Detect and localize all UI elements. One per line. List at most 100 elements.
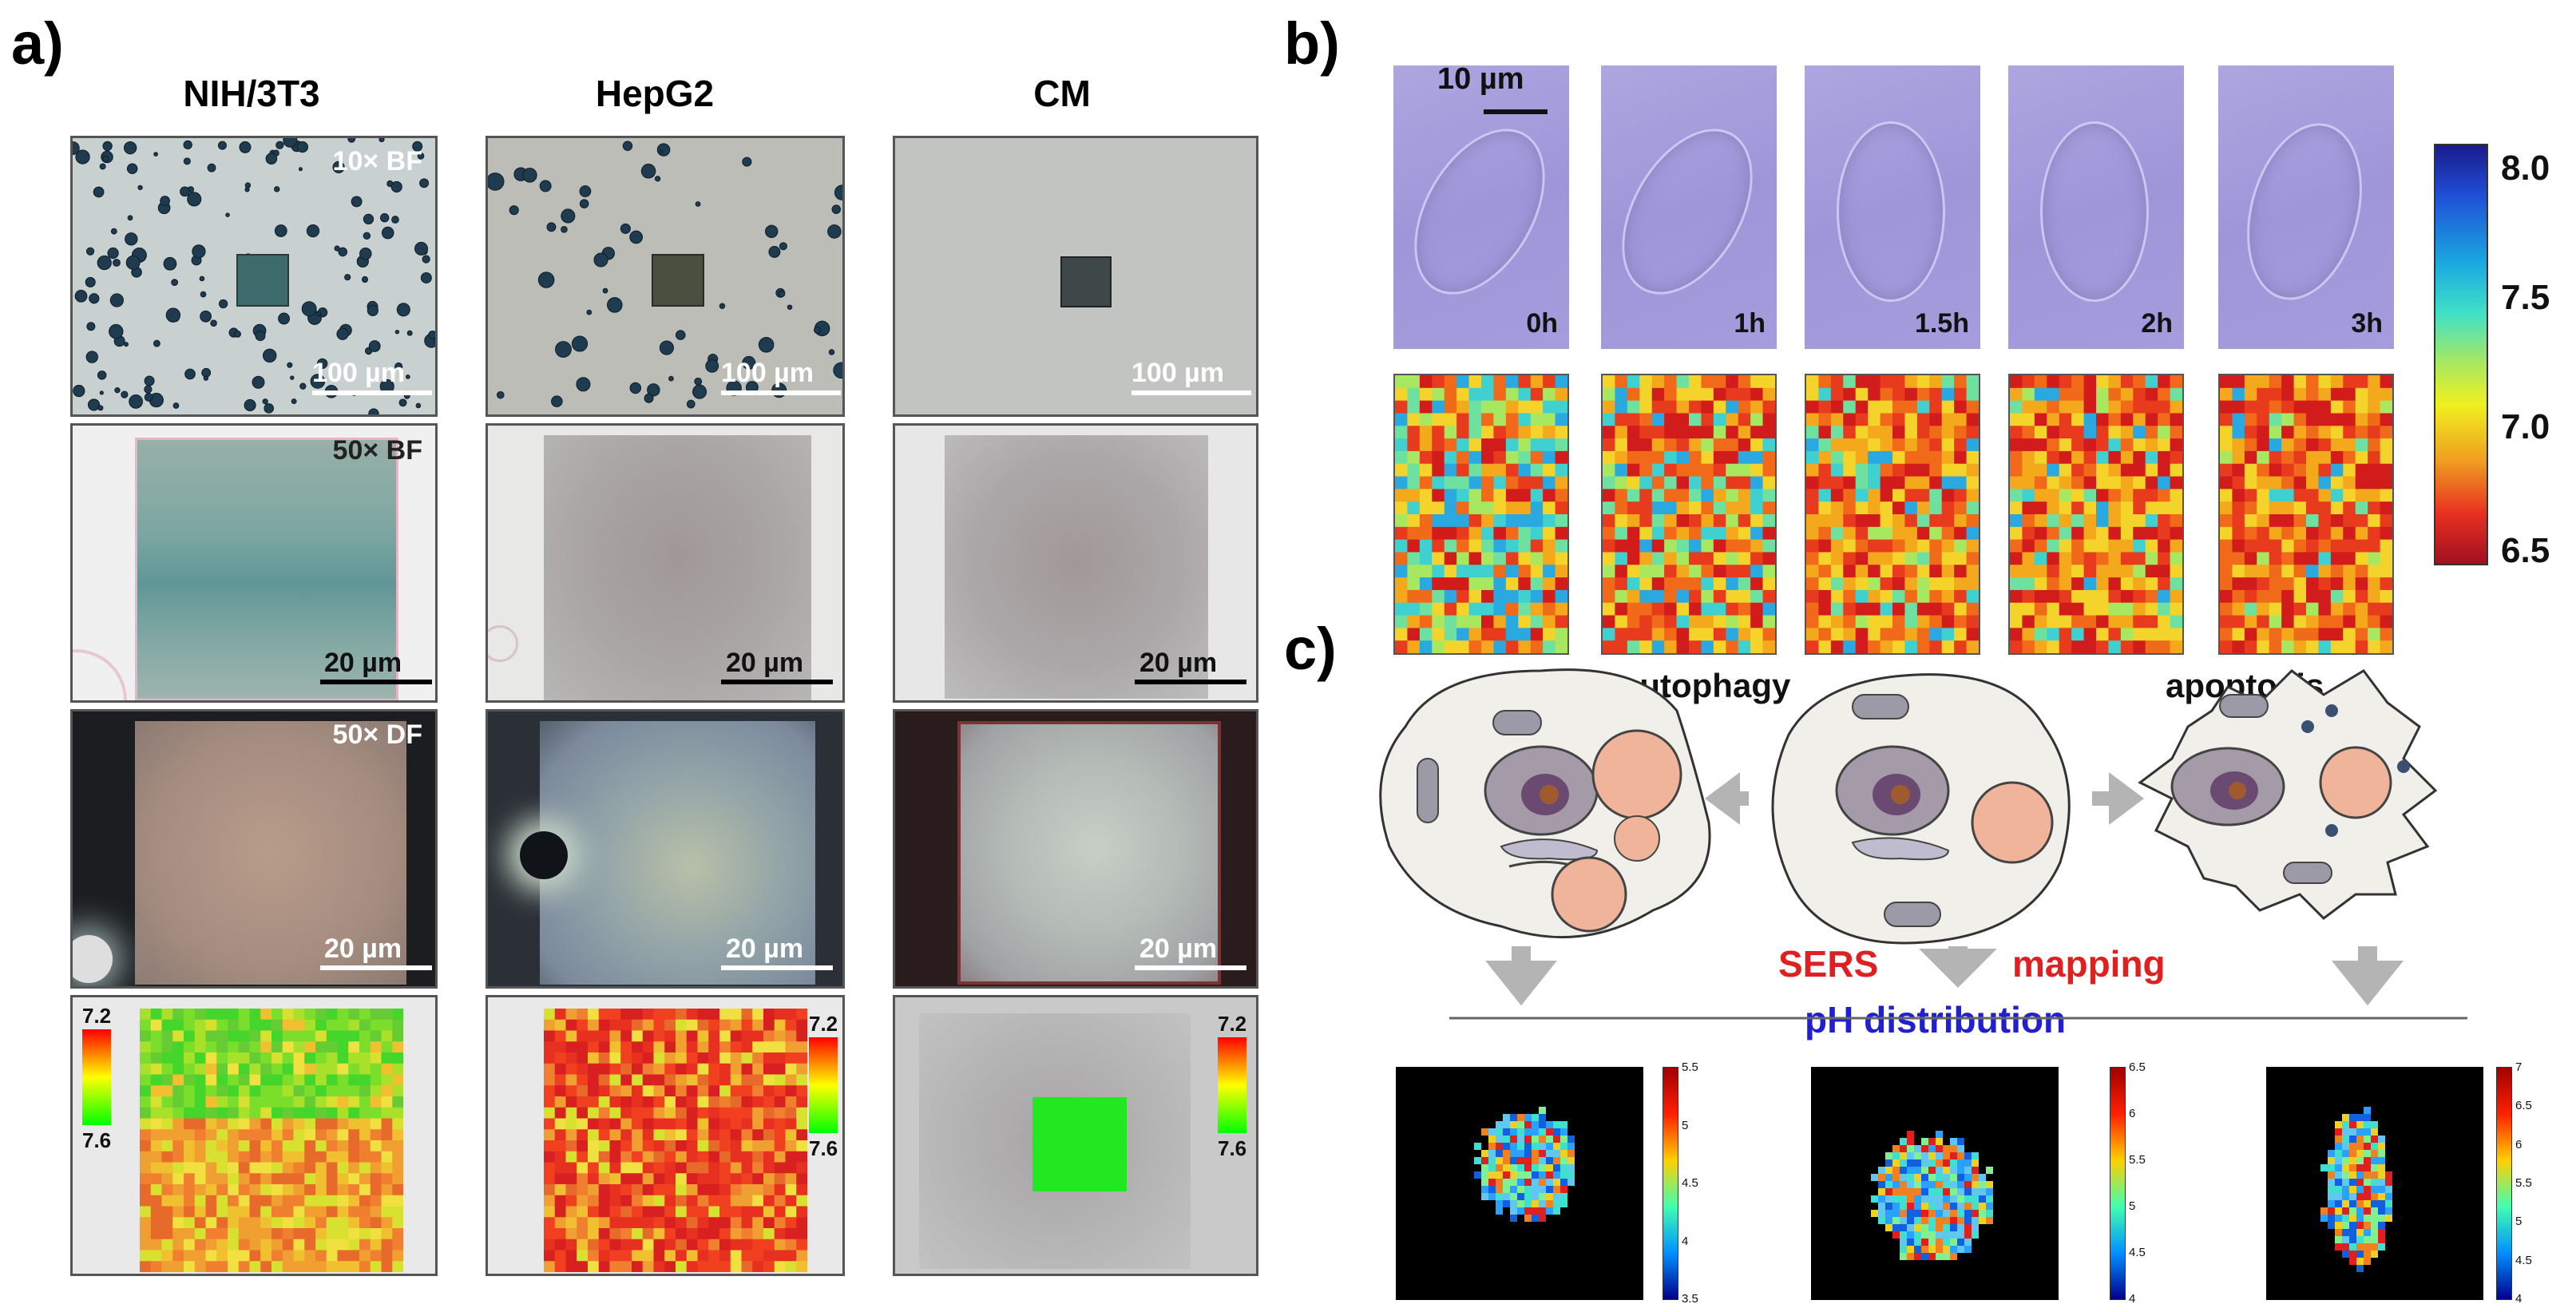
colorbar-top: 7.2 bbox=[809, 1012, 838, 1036]
time-label: 1.5h bbox=[1914, 308, 1969, 339]
time-label: 1h bbox=[1734, 308, 1766, 339]
scale-bar bbox=[1135, 965, 1246, 970]
colorbar-tick: 5 bbox=[1682, 1118, 1689, 1132]
tile-nih3t3-ph-map: 7.2 7.6 bbox=[70, 995, 438, 1276]
colorbar-tick: 7.5 bbox=[2501, 278, 2550, 317]
scale-text: 100 µm bbox=[721, 358, 814, 388]
brightfield-tile-3: 2h bbox=[2008, 65, 2184, 349]
scale-bar bbox=[1131, 390, 1251, 395]
arrow-left bbox=[1705, 772, 1749, 825]
colorbar-bottom: 7.6 bbox=[1218, 1136, 1247, 1160]
apoptosis-cell bbox=[2138, 669, 2438, 920]
heatmap-hepg2 bbox=[544, 1009, 807, 1272]
column-header-cm: CM bbox=[1033, 73, 1091, 114]
colorbar bbox=[1218, 1037, 1246, 1133]
arrow-down bbox=[2332, 946, 2404, 1006]
ph-map-tile-4 bbox=[2218, 374, 2394, 655]
scale-bar bbox=[721, 965, 833, 970]
ph-map-tile-2 bbox=[1805, 374, 1980, 655]
colorbar-tick: 3.5 bbox=[1682, 1292, 1698, 1306]
colorbar bbox=[809, 1037, 838, 1133]
dots-field bbox=[488, 141, 842, 409]
scale-text: 100 µm bbox=[312, 358, 405, 388]
cell-ph-map-1-colorbar bbox=[1663, 1067, 1678, 1300]
ph-map-tile-1 bbox=[1601, 374, 1777, 655]
arrow-down bbox=[1919, 946, 1997, 988]
cell-ph-map-1 bbox=[1396, 1067, 1643, 1300]
colorbar-tick: 4 bbox=[2515, 1292, 2522, 1306]
colorbar-tick: 5 bbox=[2129, 1199, 2136, 1213]
scale-bar bbox=[721, 680, 833, 684]
time-label: 2h bbox=[2141, 308, 2173, 339]
colorbar-tick: 6.5 bbox=[2515, 1099, 2532, 1113]
colorbar-tick: 4 bbox=[2129, 1292, 2136, 1306]
scale-text: 100 µm bbox=[1131, 358, 1224, 388]
scale-bar bbox=[1135, 680, 1246, 684]
column-header-hepg2: HepG2 bbox=[595, 73, 715, 114]
magnification-label: 50× BF bbox=[332, 435, 422, 466]
colorbar-tick: 5.5 bbox=[2515, 1176, 2532, 1190]
colorbar-tick: 5.5 bbox=[1682, 1060, 1698, 1074]
brightfield-tile-2: 1.5h bbox=[1805, 65, 1980, 349]
heatmap-nih3t3 bbox=[140, 1009, 403, 1272]
cell-ph-map-2-colorbar bbox=[2110, 1067, 2126, 1300]
cell-ph-map-3-colorbar bbox=[2496, 1067, 2512, 1300]
scale-text: 20 µm bbox=[324, 648, 402, 678]
cell-schematic bbox=[1379, 668, 2467, 1020]
panel-b-letter: b) bbox=[1284, 10, 1340, 77]
scale-text: 20 µm bbox=[1139, 933, 1218, 964]
colorbar-tick: 4 bbox=[1682, 1234, 1689, 1248]
time-label: 0h bbox=[1526, 308, 1558, 339]
panel-b-scale-text: 10 µm bbox=[1437, 62, 1524, 96]
scale-text: 20 µm bbox=[726, 933, 804, 964]
panel-b-scale-bar bbox=[1484, 109, 1548, 114]
dots-field bbox=[73, 138, 435, 414]
tile-hepg2-ph-map: 7.2 7.6 bbox=[485, 995, 845, 1276]
ph-map-tile-0 bbox=[1393, 374, 1569, 655]
cell-ph-map-3 bbox=[2266, 1067, 2483, 1300]
colorbar-tick: 6 bbox=[2129, 1107, 2136, 1120]
panel-a-letter: a) bbox=[11, 10, 64, 77]
scale-bar bbox=[312, 390, 432, 395]
arrow-right bbox=[2092, 772, 2144, 825]
colorbar-top: 7.2 bbox=[82, 1004, 112, 1028]
ph-map-tile-3 bbox=[2008, 374, 2184, 655]
brightfield-tile-0: 0h bbox=[1387, 65, 1572, 349]
panel-b-colorbar bbox=[2434, 144, 2488, 565]
colorbar-tick: 5.5 bbox=[2129, 1153, 2146, 1167]
colorbar-tick: 8.0 bbox=[2501, 149, 2550, 188]
colorbar-tick: 5 bbox=[2515, 1215, 2522, 1229]
brightfield-tile-1: 1h bbox=[1595, 65, 1780, 349]
colorbar-tick: 7.0 bbox=[2501, 407, 2550, 446]
colorbar-tick: 6.5 bbox=[2129, 1060, 2146, 1074]
magnification-label: 50× DF bbox=[332, 719, 422, 750]
scale-text: 20 µm bbox=[726, 648, 804, 678]
tile-cm-10x-bf: 100 µm bbox=[893, 136, 1258, 417]
time-label: 3h bbox=[2351, 308, 2383, 339]
tile-cm-50x-bf: 20 µm bbox=[893, 423, 1258, 703]
label-ph-distribution: pH distribution bbox=[1805, 999, 2067, 1040]
colorbar-tick: 6.5 bbox=[2501, 531, 2550, 570]
cell-ph-map-2 bbox=[1811, 1067, 2059, 1300]
scale-bar bbox=[320, 680, 432, 684]
tile-cm-ph-map: 7.2 7.6 bbox=[893, 995, 1258, 1276]
arrow-down bbox=[1485, 946, 1557, 1006]
scale-bar bbox=[320, 965, 432, 970]
panel-c-letter: c) bbox=[1284, 616, 1337, 682]
brightfield-tile-4: 3h bbox=[2218, 65, 2394, 349]
colorbar-tick: 4.5 bbox=[2129, 1246, 2146, 1259]
scale-text: 20 µm bbox=[324, 933, 402, 964]
tile-hepg2-50x-bf: 20 µm bbox=[485, 423, 845, 703]
autophagy-cell bbox=[1379, 668, 1711, 939]
colorbar-tick: 6 bbox=[2515, 1137, 2522, 1151]
scale-bar bbox=[721, 390, 841, 395]
magnification-label: 10× BF bbox=[332, 146, 422, 176]
colorbar-bottom: 7.6 bbox=[82, 1128, 112, 1152]
column-header-nih3t3: NIH/3T3 bbox=[183, 73, 320, 114]
colorbar-tick: 4.5 bbox=[1682, 1176, 1698, 1190]
colorbar-bottom: 7.6 bbox=[809, 1136, 838, 1160]
colorbar bbox=[82, 1029, 111, 1125]
tile-hepg2-50x-df: 20 µm bbox=[485, 709, 845, 989]
colorbar-tick: 4.5 bbox=[2515, 1253, 2532, 1267]
colorbar-tick: 7 bbox=[2515, 1060, 2522, 1074]
